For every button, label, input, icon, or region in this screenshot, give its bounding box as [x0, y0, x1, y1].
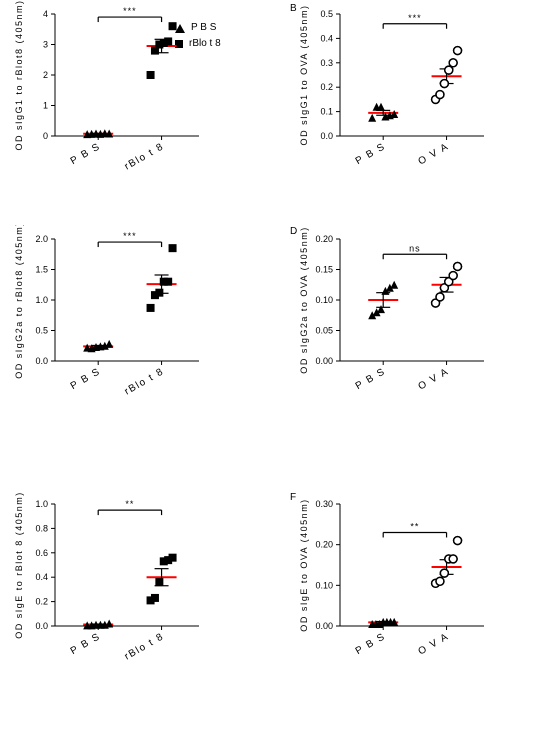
chart-B: 0.0 0.1 0.2 0.3 0.4 0.5 P B S O V A OD sIgG1 to … — [295, 0, 490, 170]
svg-text:0.4: 0.4 — [320, 33, 333, 43]
svg-text:rBlo t 8: rBlo t 8 — [123, 631, 166, 660]
svg-text:***: *** — [408, 13, 422, 23]
chart-E: 0.0 0.2 0.4 0.6 0.8 1.0 P B S rBlo t 8 OD sIgE t… — [10, 490, 205, 660]
chart-A: 0 1 2 3 4 P B S rBlo t 8 OD sIgG1 to rBlot8 (40… — [10, 0, 205, 170]
svg-text:***: *** — [123, 231, 137, 241]
panel-D: 0.00 0.05 0.10 0.15 0.20 P B S O V A OD sIgG2a … — [295, 225, 490, 395]
svg-text:0.20: 0.20 — [315, 540, 333, 550]
svg-text:0.00: 0.00 — [315, 356, 333, 366]
figure: P B S rBlo t 8 0 1 2 3 4 P B S rBlo t 8 OD sIgG… — [0, 0, 551, 736]
svg-text:OD sIgG2a to rBlot8 (405nm): OD sIgG2a to rBlot8 (405nm) — [14, 225, 24, 379]
svg-text:P B S: P B S — [354, 366, 388, 392]
svg-text:0.1: 0.1 — [320, 107, 333, 117]
svg-text:0: 0 — [43, 131, 48, 141]
svg-text:O V A: O V A — [416, 631, 451, 657]
svg-text:2.0: 2.0 — [35, 234, 48, 244]
svg-text:0.10: 0.10 — [315, 580, 333, 590]
svg-text:rBlo t 8: rBlo t 8 — [123, 366, 166, 395]
chart-C: 0.0 0.5 1.0 1.5 2.0 P B S rBlo t 8 OD sIgG2a to… — [10, 225, 205, 395]
svg-text:0.0: 0.0 — [35, 621, 48, 631]
svg-text:OD sIgG2a to OVA (405nm): OD sIgG2a to OVA (405nm) — [299, 226, 309, 373]
svg-text:OD sIgG1 to OVA (405nm): OD sIgG1 to OVA (405nm) — [299, 5, 309, 146]
svg-text:P B S: P B S — [354, 631, 388, 657]
panel-label-F: F — [290, 492, 296, 503]
svg-text:ns: ns — [409, 243, 421, 253]
svg-text:0.2: 0.2 — [35, 597, 48, 607]
svg-text:0.5: 0.5 — [320, 9, 333, 19]
panel-C: 0.0 0.5 1.0 1.5 2.0 P B S rBlo t 8 OD sIgG2a to… — [10, 225, 205, 395]
svg-text:OD sIgG1 to rBlot8 (405nm): OD sIgG1 to rBlot8 (405nm) — [14, 0, 24, 151]
svg-text:P B S: P B S — [69, 141, 103, 167]
svg-text:0.8: 0.8 — [35, 523, 48, 533]
svg-text:1.0: 1.0 — [35, 295, 48, 305]
svg-text:3: 3 — [43, 40, 48, 50]
svg-text:P B S: P B S — [354, 141, 388, 167]
svg-text:P B S: P B S — [69, 631, 103, 657]
svg-text:2: 2 — [43, 70, 48, 80]
svg-text:OD sIgE to OVA (405nm): OD sIgE to OVA (405nm) — [299, 498, 309, 631]
svg-text:OD sIgE to rBlot 8 (405nm): OD sIgE to rBlot 8 (405nm) — [14, 491, 24, 639]
chart-F: 0.00 0.10 0.20 0.30 P B S O V A OD sIgE to OVA… — [295, 490, 490, 660]
svg-text:0.0: 0.0 — [35, 356, 48, 366]
panel-label-D: D — [290, 226, 297, 237]
panel-label-B: B — [290, 3, 297, 14]
svg-text:1.5: 1.5 — [35, 265, 48, 275]
svg-text:0.2: 0.2 — [320, 82, 333, 92]
svg-text:4: 4 — [43, 9, 48, 19]
panel-F: 0.00 0.10 0.20 0.30 P B S O V A OD sIgE to OVA… — [295, 490, 490, 660]
svg-text:O V A: O V A — [416, 141, 451, 167]
panel-A: 0 1 2 3 4 P B S rBlo t 8 OD sIgG1 to rBlot8 (40… — [10, 0, 205, 170]
chart-D: 0.00 0.05 0.10 0.15 0.20 P B S O V A OD sIgG2a … — [295, 225, 490, 395]
svg-text:0.10: 0.10 — [315, 295, 333, 305]
svg-text:0.4: 0.4 — [35, 572, 48, 582]
svg-text:rBlo t 8: rBlo t 8 — [123, 141, 166, 170]
svg-text:O V A: O V A — [416, 366, 451, 392]
svg-text:0.05: 0.05 — [315, 326, 333, 336]
svg-text:0.6: 0.6 — [35, 548, 48, 558]
svg-text:0.5: 0.5 — [35, 326, 48, 336]
svg-text:0.3: 0.3 — [320, 58, 333, 68]
svg-text:**: ** — [410, 521, 419, 531]
svg-text:0.00: 0.00 — [315, 621, 333, 631]
svg-text:***: *** — [123, 6, 137, 16]
panel-B: 0.0 0.1 0.2 0.3 0.4 0.5 P B S O V A OD sIgG1 to … — [295, 0, 490, 170]
svg-text:P B S: P B S — [69, 366, 103, 392]
svg-text:0.30: 0.30 — [315, 499, 333, 509]
svg-text:1: 1 — [43, 101, 48, 111]
svg-text:0.0: 0.0 — [320, 131, 333, 141]
panel-E: 0.0 0.2 0.4 0.6 0.8 1.0 P B S rBlo t 8 OD sIgE t… — [10, 490, 205, 660]
svg-text:0.15: 0.15 — [315, 265, 333, 275]
svg-text:**: ** — [125, 499, 134, 509]
svg-text:1.0: 1.0 — [35, 499, 48, 509]
svg-text:0.20: 0.20 — [315, 234, 333, 244]
